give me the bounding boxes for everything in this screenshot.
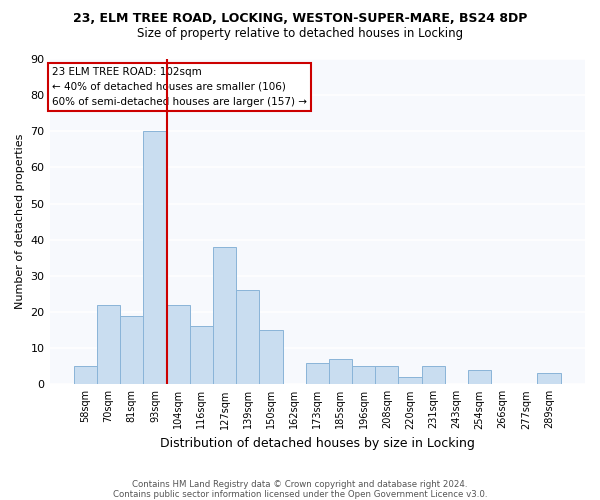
Bar xyxy=(375,366,398,384)
Bar xyxy=(120,316,143,384)
Bar xyxy=(236,290,259,384)
Text: 23 ELM TREE ROAD: 102sqm
← 40% of detached houses are smaller (106)
60% of semi-: 23 ELM TREE ROAD: 102sqm ← 40% of detach… xyxy=(52,67,307,106)
Y-axis label: Number of detached properties: Number of detached properties xyxy=(15,134,25,310)
Text: Contains HM Land Registry data © Crown copyright and database right 2024.: Contains HM Land Registry data © Crown c… xyxy=(132,480,468,489)
Bar xyxy=(398,377,422,384)
Text: 23, ELM TREE ROAD, LOCKING, WESTON-SUPER-MARE, BS24 8DP: 23, ELM TREE ROAD, LOCKING, WESTON-SUPER… xyxy=(73,12,527,26)
Bar xyxy=(352,366,375,384)
Bar xyxy=(468,370,491,384)
Bar xyxy=(538,374,560,384)
Text: Contains public sector information licensed under the Open Government Licence v3: Contains public sector information licen… xyxy=(113,490,487,499)
Bar xyxy=(305,362,329,384)
Bar xyxy=(167,305,190,384)
Bar xyxy=(329,359,352,384)
Bar xyxy=(213,247,236,384)
Bar xyxy=(259,330,283,384)
X-axis label: Distribution of detached houses by size in Locking: Distribution of detached houses by size … xyxy=(160,437,475,450)
Bar xyxy=(422,366,445,384)
Bar xyxy=(190,326,213,384)
Bar xyxy=(97,305,120,384)
Bar xyxy=(74,366,97,384)
Text: Size of property relative to detached houses in Locking: Size of property relative to detached ho… xyxy=(137,28,463,40)
Bar xyxy=(143,132,167,384)
